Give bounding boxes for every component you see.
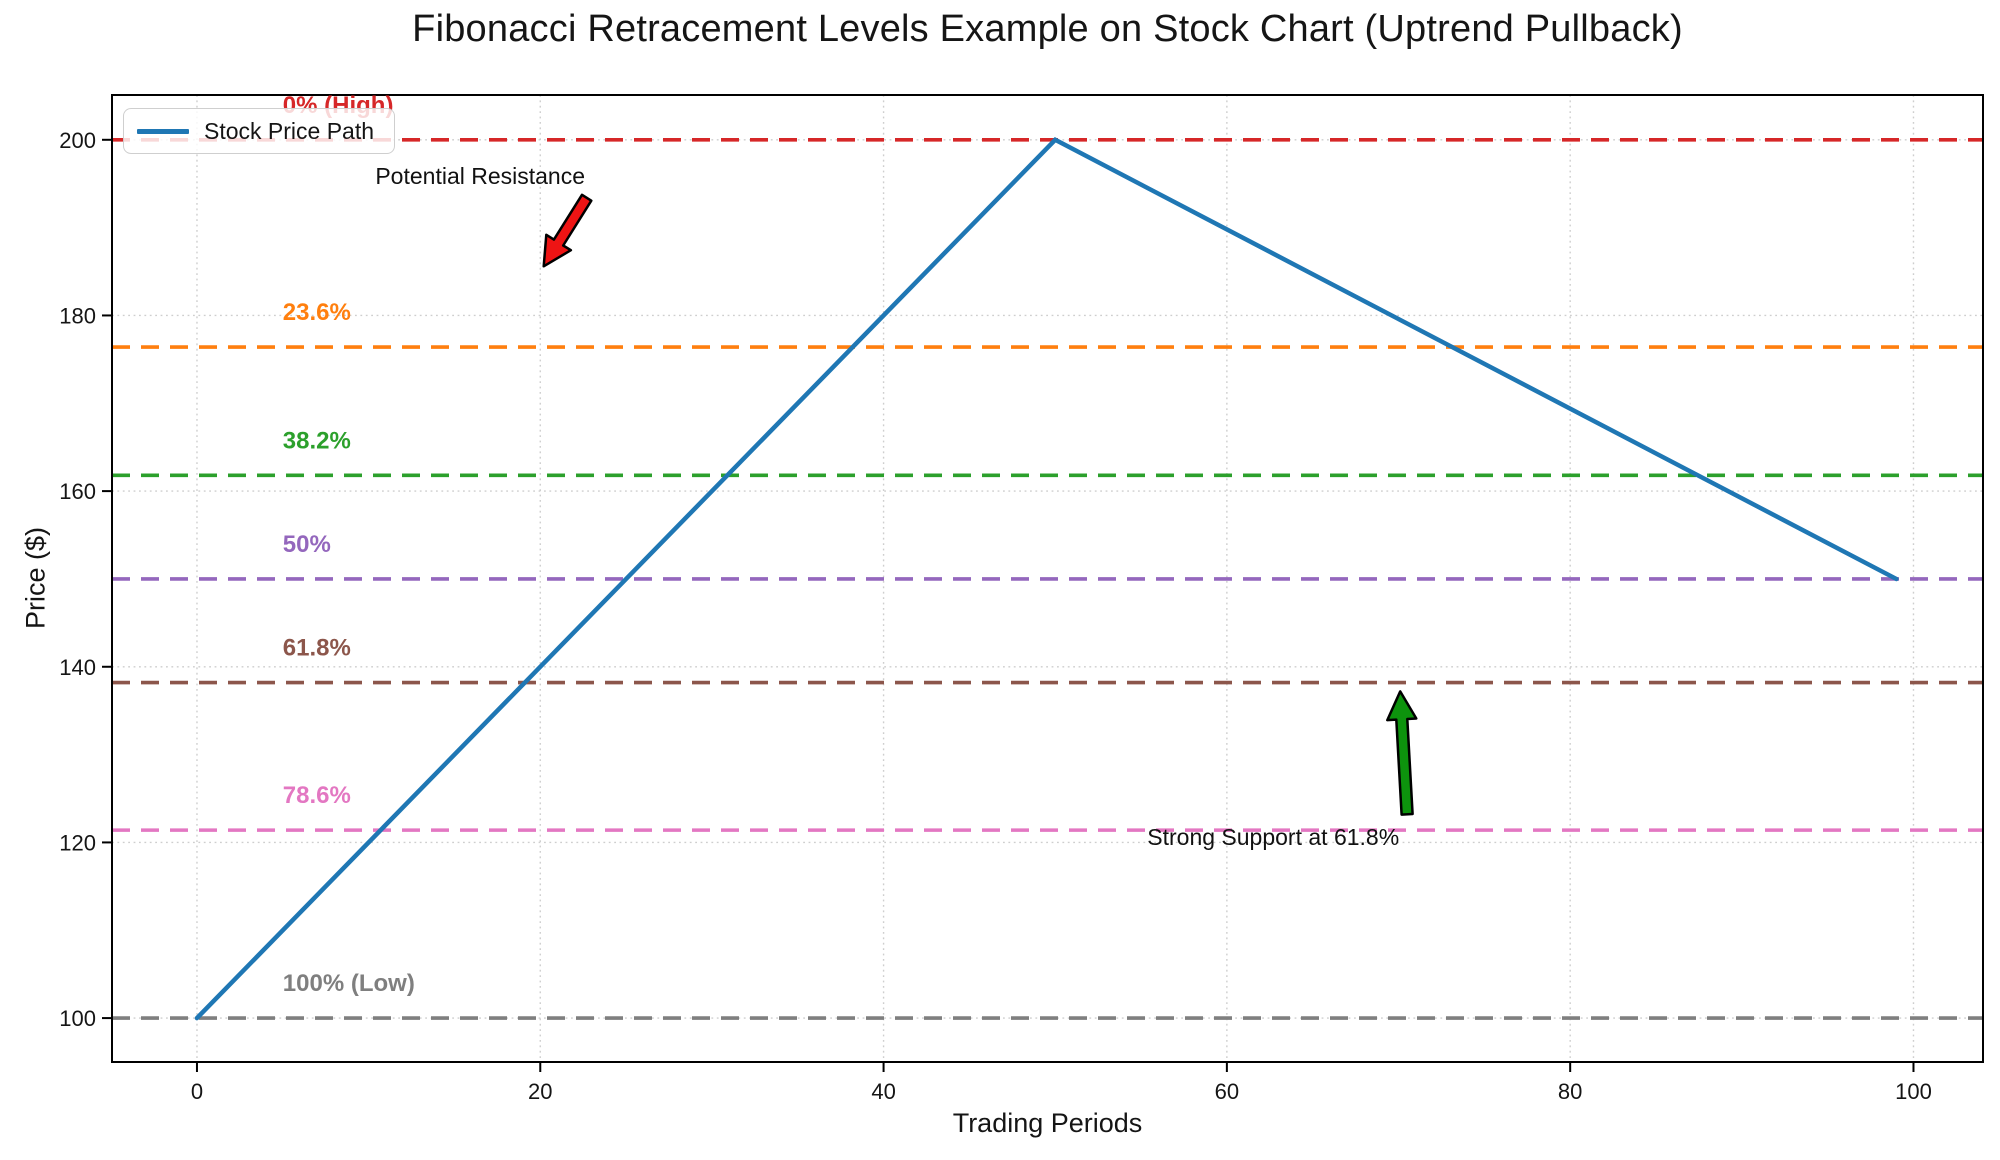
y-tick-label-180: 180 [59, 303, 96, 328]
fib-label-38.2%: 38.2% [283, 427, 351, 454]
annotations: Potential Resistance Strong Support at 61… [375, 163, 1418, 850]
legend-label: Stock Price Path [204, 117, 375, 144]
x-tick-label-20: 20 [528, 1079, 552, 1104]
fib-label-23.6%: 23.6% [283, 299, 351, 326]
series-Stock Price Path [194, 137, 1899, 1021]
y-tick-label-160: 160 [59, 479, 96, 504]
legend-line-swatch [137, 128, 189, 134]
fib-label-100% (Low): 100% (Low) [283, 970, 415, 997]
x-axis-label: Trading Periods [952, 1108, 1143, 1138]
fib-label-78.6%: 78.6% [283, 782, 351, 809]
annotation-arrow-0 [542, 193, 593, 268]
x-tick-label-40: 40 [871, 1079, 895, 1104]
axes-frame: 0 20 40 60 80 100 100 120 140 160 180 200 [59, 94, 1984, 1104]
annotation-text-0: Potential Resistance [375, 163, 585, 189]
fib-label-61.8%: 61.8% [283, 635, 351, 662]
annotation-text-1: Strong Support at 61.8% [1147, 824, 1399, 850]
x-tick-label-0: 0 [191, 1079, 203, 1104]
y-tick-label-120: 120 [59, 830, 96, 855]
x-tick-label-60: 60 [1215, 1079, 1239, 1104]
plot-border [111, 94, 1984, 1063]
fib-label-50%: 50% [283, 531, 331, 558]
y-tick-label-140: 140 [59, 655, 96, 680]
fibonacci-lines [112, 137, 1983, 1020]
y-tick-label-200: 200 [59, 128, 96, 153]
y-axis-label: Price ($) [20, 526, 51, 630]
stock-price-line [194, 137, 1899, 1021]
annotation-arrow-1 [1386, 690, 1418, 816]
x-tick-label-100: 100 [1895, 1079, 1932, 1104]
legend: Stock Price Path [123, 108, 396, 154]
x-tick-label-80: 80 [1558, 1079, 1582, 1104]
y-tick-label-100: 100 [59, 1006, 96, 1031]
chart-title: Fibonacci Retracement Levels Example on … [412, 8, 1683, 50]
